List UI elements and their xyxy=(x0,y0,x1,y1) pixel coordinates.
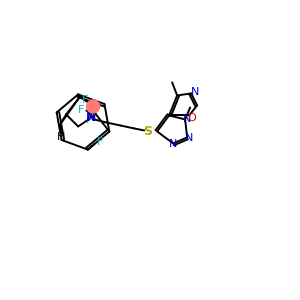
Text: F: F xyxy=(97,136,103,147)
Text: N: N xyxy=(191,87,199,98)
Text: N: N xyxy=(86,111,96,124)
Text: O: O xyxy=(188,113,197,123)
Text: F: F xyxy=(86,115,92,124)
Text: N: N xyxy=(169,140,177,149)
Text: F: F xyxy=(82,94,88,105)
Text: N: N xyxy=(183,114,191,124)
Text: N: N xyxy=(185,134,193,143)
Text: F: F xyxy=(78,105,85,115)
Text: S: S xyxy=(142,125,152,138)
Circle shape xyxy=(87,100,100,113)
Text: H: H xyxy=(57,132,65,142)
